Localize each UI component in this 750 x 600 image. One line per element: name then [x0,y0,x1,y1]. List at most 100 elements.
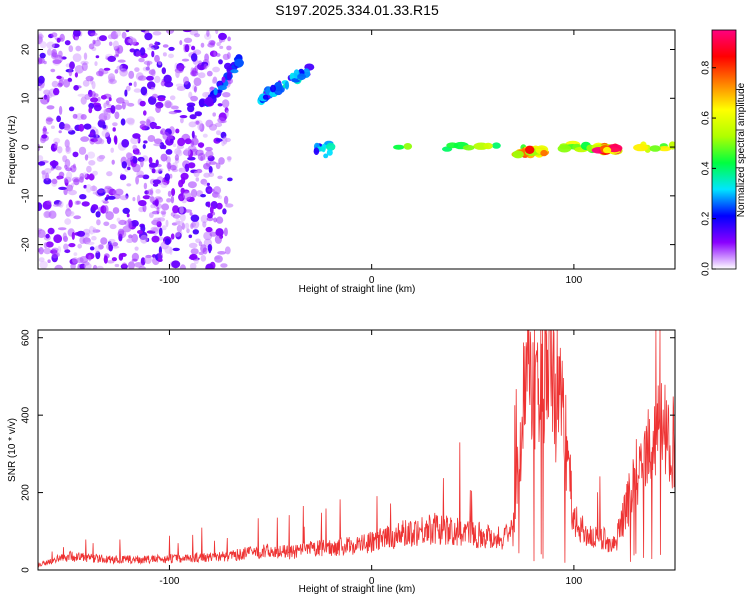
spectrogram-x-label: Height of straight line (km) [299,284,416,295]
heatmap-cell [76,257,84,264]
heatmap-cell [38,257,45,263]
heatmap-cell [78,123,85,132]
heatmap-cell [102,108,112,117]
heatmap-cell [102,124,107,129]
heatmap-cell [190,222,196,228]
heatmap-cell [195,177,200,182]
heatmap-cell [58,171,65,178]
heatmap-cell [658,146,672,152]
heatmap-cell [215,138,223,142]
heatmap-cell [121,31,127,39]
heatmap-cell [97,96,101,102]
heatmap-cell [462,144,475,151]
heatmap-cell [193,170,200,178]
heatmap-cell [88,173,95,181]
heatmap-cell [174,154,179,161]
heatmap-cell [198,72,206,79]
heatmap-cell [121,161,128,169]
heatmap-cell [217,103,223,107]
heatmap-cell [86,165,92,173]
heatmap-cell [56,115,61,123]
heatmap-cell [224,246,231,255]
heatmap-cell [74,72,78,78]
heatmap-cell [207,188,215,193]
heatmap-cell [166,162,172,170]
heatmap-cell [163,74,172,84]
heatmap-cell [557,144,572,153]
heatmap-cell [154,54,160,63]
heatmap-cell [132,144,138,151]
heatmap-cell [143,182,148,190]
y-tick-label: 400 [21,406,32,423]
heatmap-cell [214,256,221,260]
x-tick-label: -100 [159,576,179,587]
heatmap-cell [205,263,214,269]
heatmap-cell [103,221,110,227]
heatmap-cell [168,53,174,59]
heatmap-cell [72,53,82,62]
heatmap-cell [204,96,214,107]
heatmap-cell [142,66,151,72]
heatmap-cell [80,114,87,120]
heatmap-cell [161,203,170,211]
heatmap-cell [66,184,73,192]
heatmap-cell [226,45,232,51]
heatmap-cell [190,188,198,198]
heatmap-cell [161,225,167,231]
heatmap-cell [128,70,135,79]
heatmap-cell [133,81,137,88]
heatmap-cell [43,178,52,185]
heatmap-cell [65,167,73,172]
heatmap-cell [189,262,197,269]
heatmap-cell [43,242,48,249]
heatmap-cell [68,106,75,112]
heatmap-cell [114,54,119,58]
heatmap-cell [103,205,109,214]
heatmap-cell [38,161,46,166]
heatmap-cell [211,78,218,84]
heatmap-cell [326,149,333,156]
heatmap-cell [43,89,51,95]
heatmap-cell [218,157,225,165]
heatmap-cell [94,61,98,66]
heatmap-cell [393,144,405,150]
heatmap-cell [194,33,200,38]
heatmap-cell [80,136,90,142]
heatmap-cell [88,160,96,166]
heatmap-cell [153,143,162,147]
heatmap-cell [128,234,133,239]
heatmap-cell [131,258,138,262]
heatmap-cell [81,201,90,207]
heatmap-cell [227,52,231,60]
heatmap-cell [227,36,231,42]
heatmap-cell [46,200,52,205]
heatmap-cell [96,155,104,162]
heatmap-cell [175,69,180,79]
heatmap-cell [190,95,199,102]
heatmap-cell [213,217,218,223]
heatmap-cell [188,234,193,239]
heatmap-cell [151,93,159,99]
heatmap-cell [176,224,183,233]
heatmap-cell [217,251,227,255]
heatmap-cell [79,236,86,245]
colorbar-tick-label: 0.4 [701,161,712,175]
heatmap-cell [194,111,202,117]
colorbar-tick-label: 0.6 [701,111,712,125]
heatmap-cell [148,43,154,48]
heatmap-cell [48,210,57,219]
heatmap-cell [110,147,114,153]
heatmap-cell [107,195,116,200]
snr-background [38,330,675,570]
heatmap-cell [326,142,336,151]
heatmap-cell [142,174,150,180]
heatmap-feature-carrier-peak [511,145,550,159]
heatmap-cell [92,39,96,45]
heatmap-cell [297,73,306,80]
heatmap-cell [62,155,68,163]
heatmap-cell [42,127,48,132]
heatmap-cell [87,151,96,159]
heatmap-cell [197,122,203,131]
heatmap-cell [187,156,196,161]
heatmap-cell [58,130,62,134]
